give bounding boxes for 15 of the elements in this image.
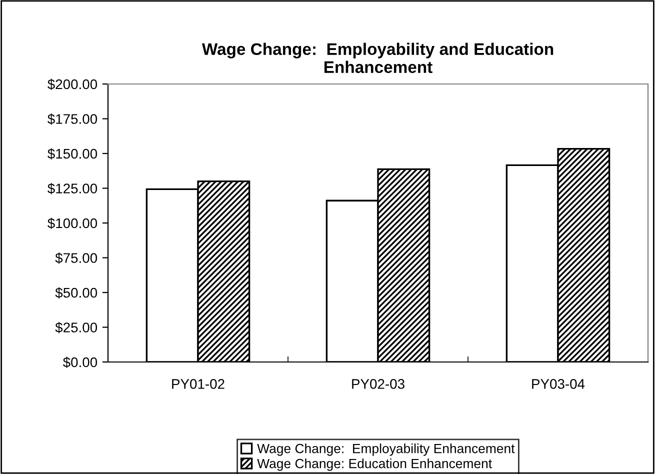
y-tick-label: $200.00 [48, 78, 98, 90]
legend-label: Wage Change: Employability Enhancement [257, 444, 515, 456]
x-tick-label: PY03-04 [532, 379, 585, 389]
y-tick-label: $150.00 [48, 148, 98, 160]
y-tick-label: $25.00 [55, 322, 98, 334]
y-tick-label: $0.00 [62, 356, 98, 368]
y-tick-label: $75.00 [55, 252, 98, 264]
y-tick-label: $175.00 [48, 114, 98, 125]
y-tick-label: $50.00 [55, 287, 98, 298]
x-tick-label: PY01-02 [172, 379, 224, 389]
x-tick-label: PY02-03 [352, 379, 404, 389]
chart-title: Wage Change: Employability and Education Enhancement [202, 42, 554, 74]
legend-label: Wage Change: Education Enhancement [257, 458, 492, 471]
y-tick-label: $125.00 [48, 183, 98, 194]
y-tick-label: $100.00 [48, 218, 98, 229]
